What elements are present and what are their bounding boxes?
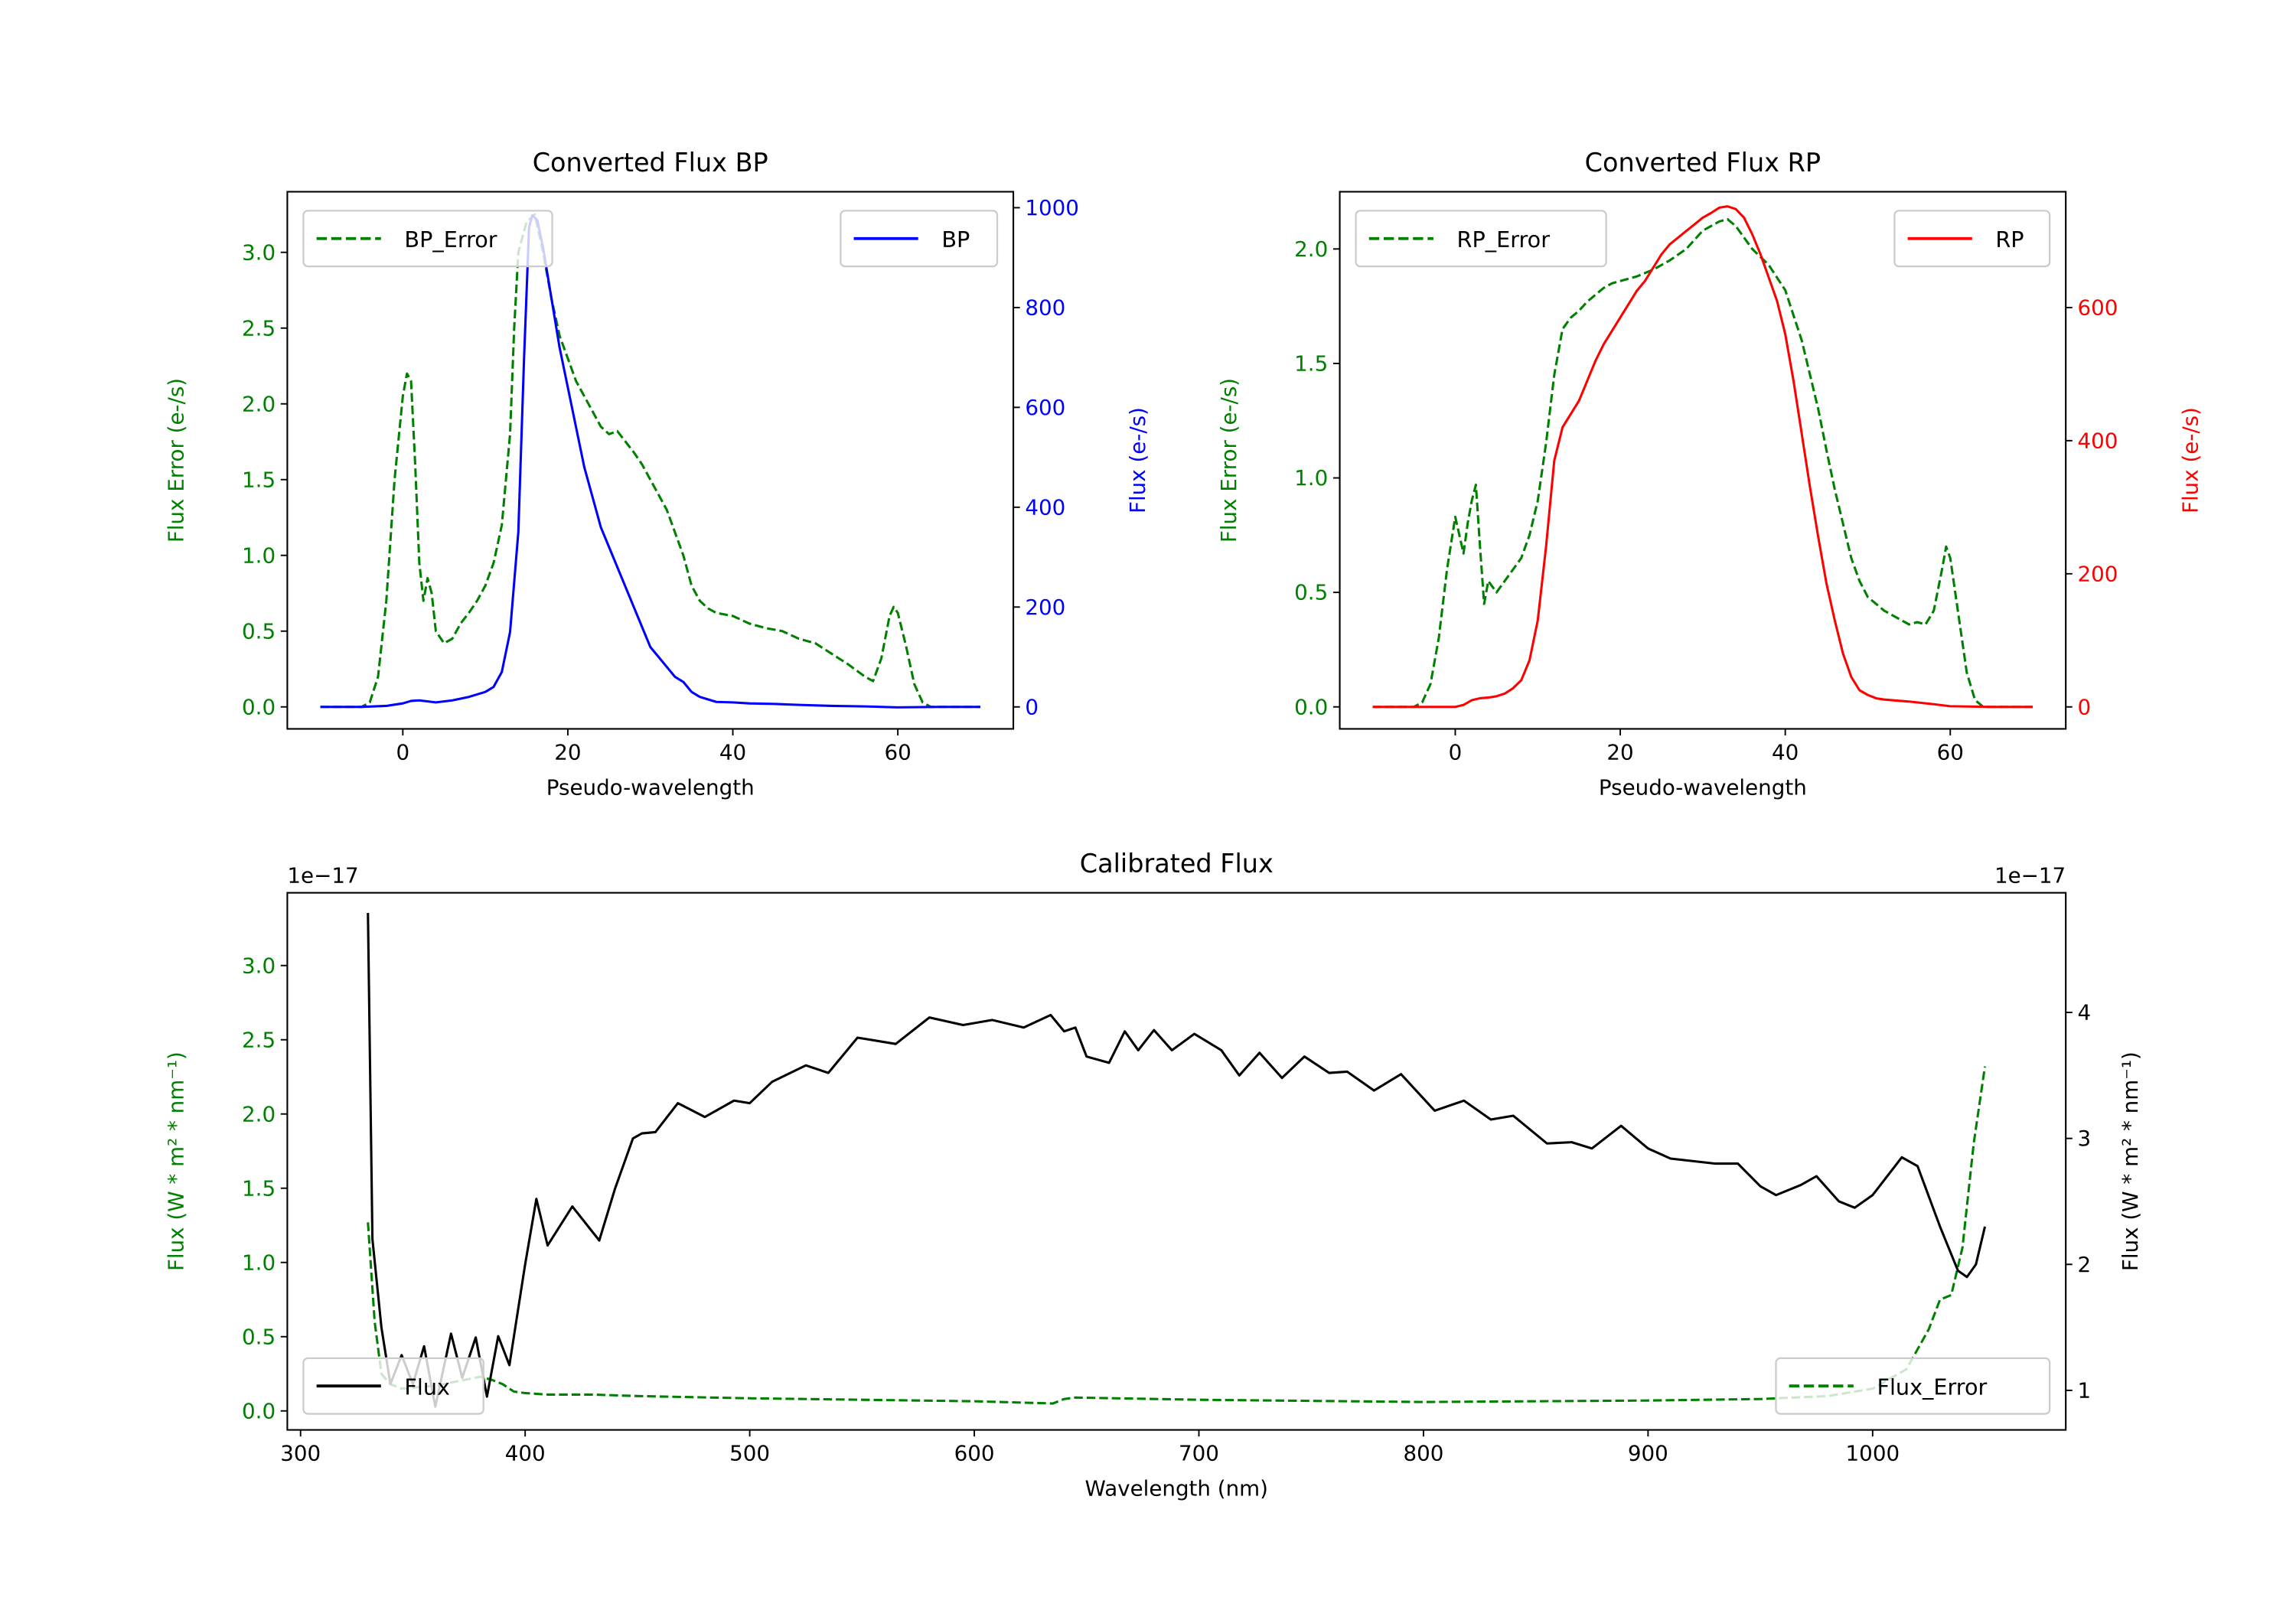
y-left-axis-label: Flux Error (e-/s) [1216, 378, 1241, 543]
x-tick-label: 900 [1628, 1441, 1668, 1466]
legend-label: RP [1995, 227, 2024, 253]
legend-rp-error: RP_Error [1355, 210, 1607, 268]
series-line-flux-error [367, 1066, 1987, 1405]
y-right-offset-text: 1e−17 [1994, 862, 2066, 888]
subplot-converted-flux-bp: 0 20 40 60 0.0 0.5 1.0 1.5 2.0 2.5 3.0 0 200 400 600 80… [164, 148, 1151, 800]
y-left-tick-label: 2.0 [1294, 236, 1328, 262]
x-axis-label: Pseudo-wavelength [546, 775, 755, 800]
legend-label: BP_Error [404, 227, 497, 253]
subplot-title: Converted Flux BP [533, 148, 768, 178]
legend-box [1775, 1357, 2051, 1415]
x-tick-label: 800 [1403, 1441, 1443, 1466]
y-left-tick-label: 1.5 [1294, 351, 1328, 376]
y-left-tick-label: 1.5 [242, 1175, 276, 1201]
y-left-axis-label: Flux Error (e-/s) [164, 378, 189, 543]
legend-rp: RP [1893, 210, 2051, 268]
y-left-tick-label: 2.5 [242, 315, 276, 341]
axes-frame [1339, 191, 2067, 730]
y-left-tick-label: 3.0 [242, 240, 276, 265]
y-left-tick-label: 2.5 [242, 1027, 276, 1052]
x-tick-label: 40 [719, 740, 746, 765]
y-right-axis-label: Flux (e-/s) [2177, 407, 2203, 513]
y-right-axis-label: Flux (W * m² * nm⁻¹) [2118, 1051, 2143, 1271]
series-line-bp [320, 214, 980, 709]
y-right-axis-label: Flux (e-/s) [1125, 407, 1150, 513]
x-tick-label: 20 [554, 740, 581, 765]
legend-label: Flux [404, 1374, 450, 1400]
legend-label: BP [941, 227, 970, 253]
subplot-title: Calibrated Flux [1080, 849, 1274, 878]
y-right-tick-label: 200 [1025, 595, 1065, 620]
legend-label: RP_Error [1457, 227, 1551, 253]
y-left-tick-label: 2.0 [242, 391, 276, 416]
y-left-tick-label: 3.0 [242, 953, 276, 978]
series-line-rp-error [1372, 217, 2033, 709]
legend-flux: Flux [302, 1357, 484, 1415]
y-left-tick-label: 2.0 [242, 1101, 276, 1126]
legend-box [302, 210, 553, 268]
x-tick-label: 600 [954, 1441, 995, 1466]
y-left-tick-label: 1.0 [1294, 465, 1328, 491]
legend-box [1355, 210, 1607, 268]
x-tick-label: 1000 [1846, 1441, 1900, 1466]
x-tick-label: 0 [1449, 740, 1463, 765]
y-right-tick-label: 1 [2077, 1377, 2091, 1403]
y-left-tick-label: 0.0 [1294, 694, 1328, 719]
legend-bp: BP [840, 210, 999, 268]
y-right-tick-label: 1000 [1025, 195, 1079, 220]
subplot-title: Converted Flux RP [1585, 148, 1821, 178]
axes-frame [286, 892, 2067, 1431]
x-tick-label: 40 [1772, 740, 1799, 765]
x-tick-label: 60 [884, 740, 911, 765]
y-left-offset-text: 1e−17 [287, 862, 358, 888]
y-left-tick-label: 0.0 [242, 694, 276, 719]
y-right-tick-label: 800 [1025, 295, 1065, 320]
y-left-axis-label: Flux (W * m² * nm⁻¹) [164, 1051, 189, 1271]
axes-frame [286, 191, 1015, 730]
y-right-tick-label: 400 [2077, 428, 2118, 453]
legend-flux-error: Flux_Error [1775, 1357, 2051, 1415]
x-tick-label: 700 [1179, 1441, 1219, 1466]
legend-box [840, 210, 999, 268]
x-tick-label: 300 [280, 1441, 321, 1466]
x-tick-label: 400 [505, 1441, 546, 1466]
series-line-flux [367, 912, 1987, 1408]
legend-box [302, 1357, 484, 1415]
series-line-rp [1372, 205, 2033, 709]
x-axis-label: Wavelength (nm) [1085, 1476, 1268, 1501]
y-left-tick-label: 1.5 [242, 467, 276, 492]
y-right-tick-label: 0 [1025, 694, 1039, 719]
y-right-tick-label: 3 [2077, 1126, 2091, 1151]
x-tick-label: 500 [729, 1441, 770, 1466]
x-tick-label: 0 [396, 740, 410, 765]
y-right-tick-label: 0 [2077, 694, 2091, 719]
series-line-bp-error [320, 213, 980, 709]
x-axis-label: Pseudo-wavelength [1599, 775, 1807, 800]
y-left-tick-label: 1.0 [242, 543, 276, 568]
y-left-tick-label: 1.0 [242, 1250, 276, 1275]
y-left-tick-label: 0.5 [242, 618, 276, 644]
subplot-converted-flux-rp: 0 20 40 60 0.0 0.5 1.0 1.5 2.0 0 200 400 600 Converte… [1216, 148, 2203, 800]
y-right-tick-label: 600 [2077, 295, 2118, 320]
y-left-tick-label: 0.5 [1294, 580, 1328, 605]
legend-label: Flux_Error [1877, 1374, 1987, 1400]
y-right-tick-label: 600 [1025, 395, 1065, 420]
subplot-calibrated-flux: 300 400 500 600 700 800 900 1000 0.0 0.5 1.0 1.5 2.0… [164, 849, 2143, 1501]
legend-bp-error: BP_Error [302, 210, 553, 268]
y-left-tick-label: 0.0 [242, 1398, 276, 1423]
y-right-tick-label: 200 [2077, 561, 2118, 586]
x-tick-label: 20 [1606, 740, 1633, 765]
x-tick-label: 60 [1937, 740, 1964, 765]
y-left-tick-label: 0.5 [242, 1324, 276, 1349]
y-right-tick-label: 400 [1025, 494, 1065, 520]
y-right-tick-label: 2 [2077, 1252, 2091, 1277]
y-right-tick-label: 4 [2077, 1000, 2091, 1025]
